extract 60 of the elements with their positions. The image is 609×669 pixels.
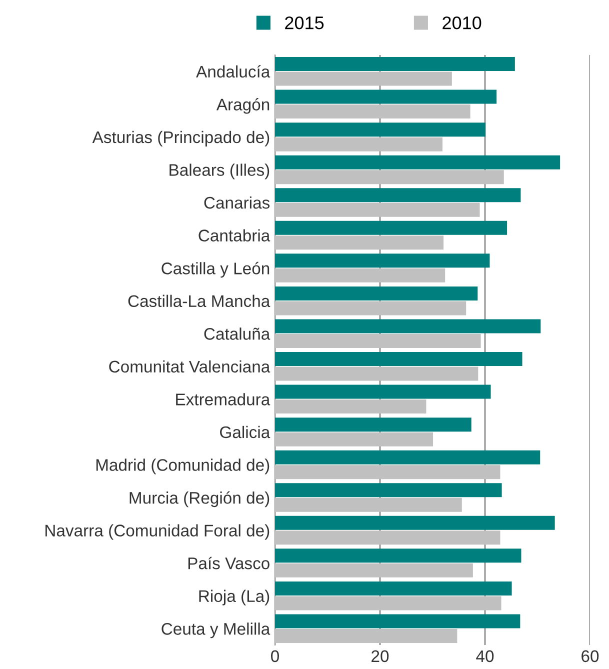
y-tick-label: Castilla y León xyxy=(162,262,270,278)
bar xyxy=(275,170,504,184)
bar xyxy=(275,628,458,643)
bar xyxy=(275,418,472,432)
legend-label: 2010 xyxy=(442,16,482,30)
y-tick-label: Cantabria xyxy=(198,229,270,242)
y-tick-label: Aragón xyxy=(216,98,270,114)
y-tick-label: Balears (Illes) xyxy=(170,164,270,180)
bar xyxy=(275,614,520,628)
bar xyxy=(275,137,442,152)
bar xyxy=(275,596,502,610)
bar xyxy=(275,334,481,348)
bar xyxy=(275,236,444,250)
bar xyxy=(275,155,560,170)
bar xyxy=(275,498,462,512)
bar xyxy=(275,301,466,316)
y-tick-label: Navarra (Comunidad Foral de) xyxy=(46,524,270,540)
y-tick-label: Cataluña xyxy=(204,328,270,340)
bar xyxy=(275,122,486,137)
bar xyxy=(275,366,478,381)
y-tick-label: Castilla-La Mancha xyxy=(128,294,270,308)
bar xyxy=(275,432,434,446)
y-tick-label: Asturias (Principado de) xyxy=(92,130,270,146)
bar xyxy=(275,319,541,334)
legend-label: 2015 xyxy=(285,16,324,30)
y-tick-label: Murcia (Región de) xyxy=(130,491,270,508)
y-tick-label: Madrid (Comunidad de) xyxy=(96,458,270,474)
y-tick-label: Canarias xyxy=(204,196,270,209)
bar xyxy=(275,104,470,119)
bar xyxy=(275,268,446,282)
y-tick-label: País Vasco xyxy=(188,556,270,570)
x-tick-label: 20 xyxy=(372,650,389,662)
bar xyxy=(275,72,452,86)
bar xyxy=(275,220,508,235)
x-tick-label: 40 xyxy=(476,650,494,662)
bar xyxy=(275,254,490,268)
bar xyxy=(275,57,515,72)
bar xyxy=(275,516,555,530)
y-tick-label: Rioja (La) xyxy=(199,590,270,606)
bar xyxy=(275,90,497,104)
y-tick-label: Extremadura xyxy=(176,393,270,406)
bar xyxy=(275,581,512,596)
y-tick-label: Galicia xyxy=(220,426,270,438)
x-tick-label: 0 xyxy=(271,650,279,662)
bar xyxy=(275,530,500,545)
bar xyxy=(275,384,491,399)
bar xyxy=(275,202,480,217)
x-tick-label: 60 xyxy=(582,650,599,662)
bar xyxy=(275,188,521,202)
bar xyxy=(275,450,540,464)
bar xyxy=(275,465,500,480)
y-tick-label: Ceuta y Melilla xyxy=(162,622,270,638)
y-tick-label: Comunitat Valenciana xyxy=(109,360,270,373)
bar xyxy=(275,400,426,414)
bar xyxy=(275,483,502,498)
bar xyxy=(275,352,522,366)
y-tick-label: Andalucía xyxy=(196,65,270,78)
bar xyxy=(275,563,473,578)
bar xyxy=(275,286,478,300)
bar xyxy=(275,548,522,563)
